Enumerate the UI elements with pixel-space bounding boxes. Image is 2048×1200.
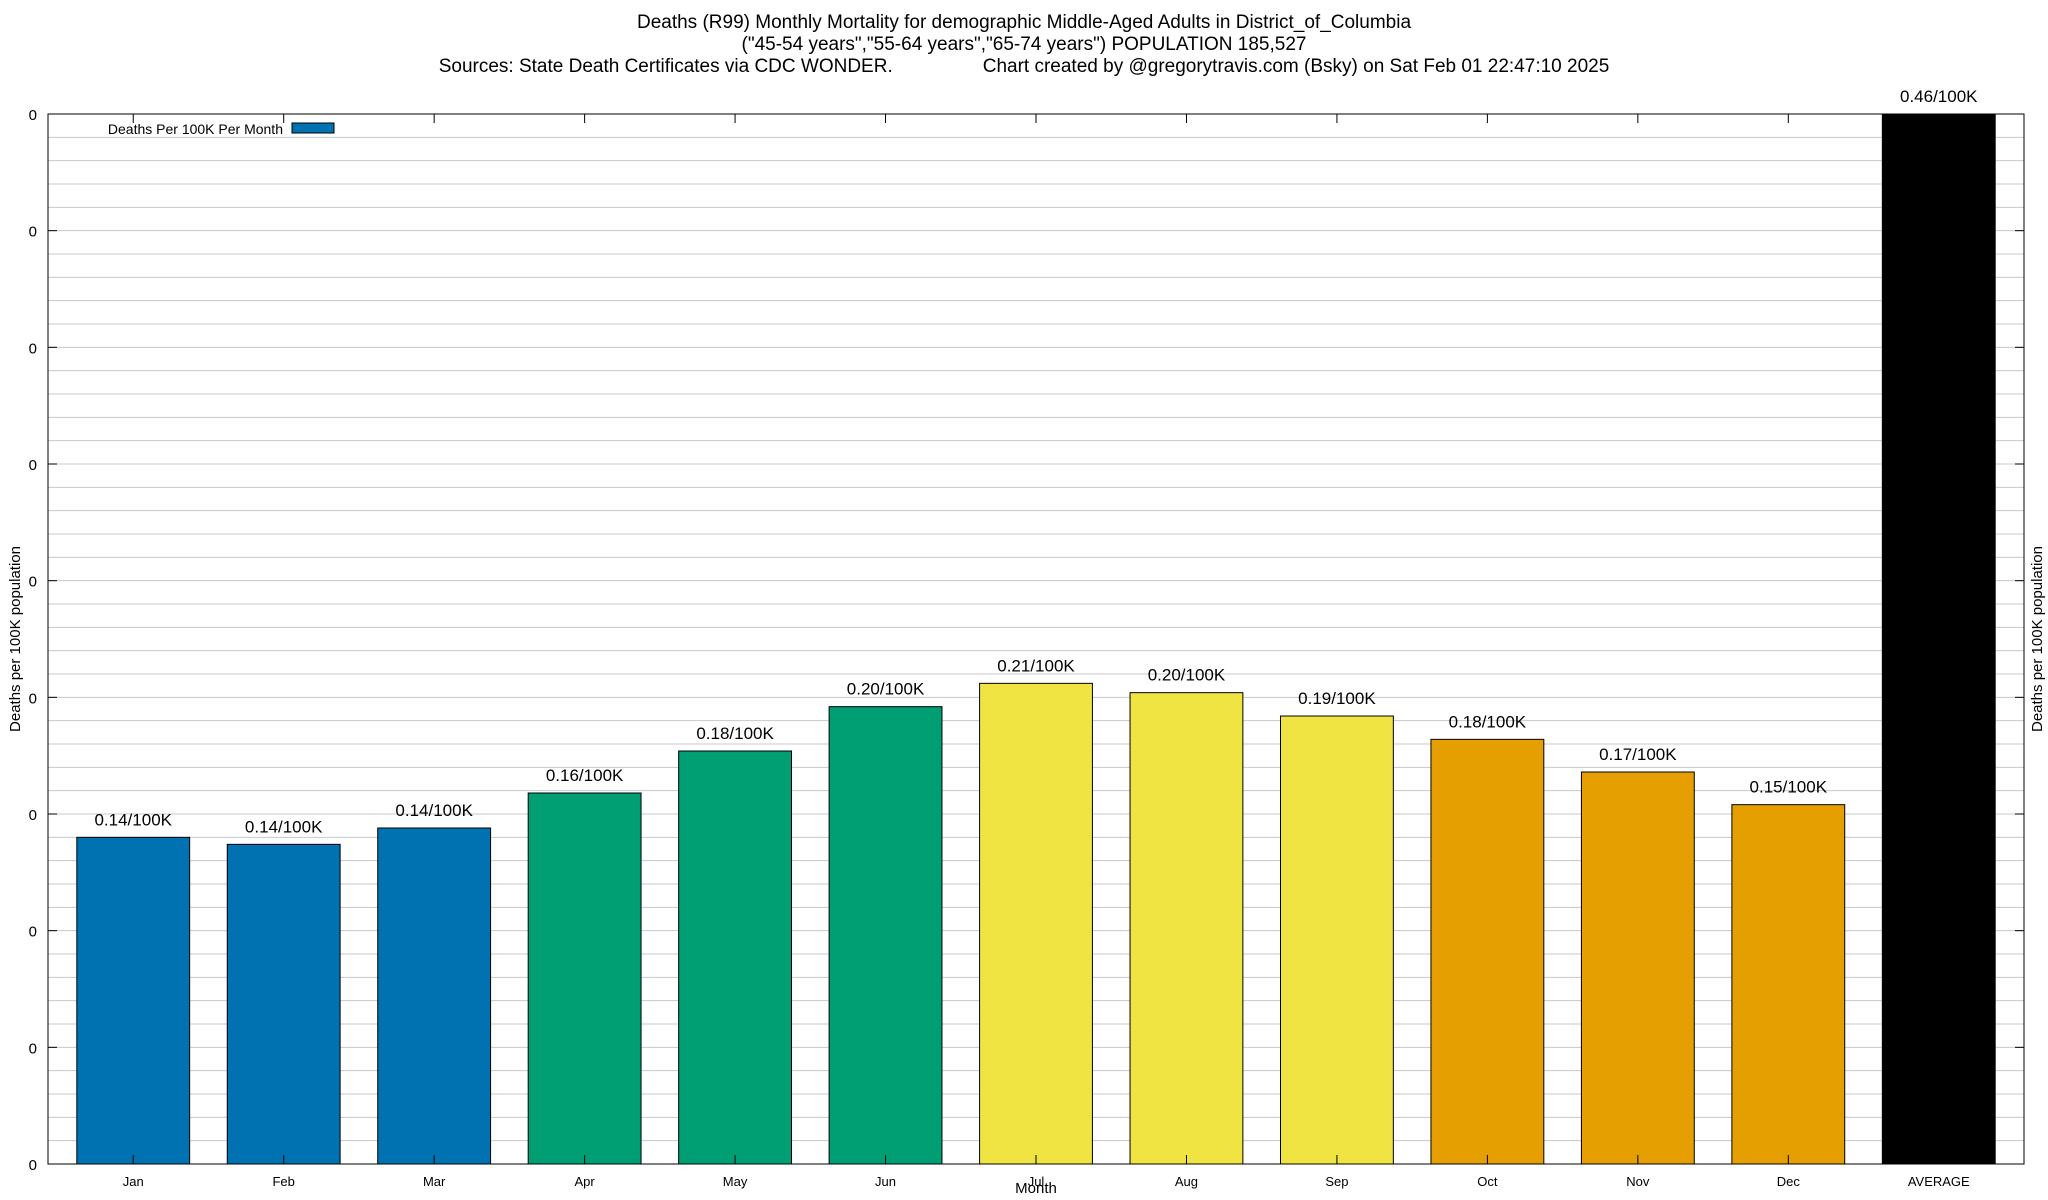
bar <box>1580 771 1695 1165</box>
bar-value-label: 0.16/100K <box>546 766 624 785</box>
x-tick-label: Nov <box>1626 1174 1650 1189</box>
bars <box>76 113 1996 1165</box>
bar-value-label: 0.14/100K <box>395 801 473 820</box>
bar-value-label: 0.20/100K <box>1148 666 1226 685</box>
bar <box>979 682 1093 1165</box>
x-tick-label: Oct <box>1477 1174 1498 1189</box>
legend-swatch <box>291 122 335 134</box>
y-tick-label: 0 <box>29 690 37 707</box>
chart-header: Deaths (R99) Monthly Mortality for demog… <box>0 12 2048 78</box>
y-tick-label: 0 <box>29 457 37 474</box>
bar <box>1731 804 1846 1165</box>
axes: 0 0 0 0 0 0 0 0 0 0 Jan Feb Mar Apr May Jun Jul Aug Sep Oct… <box>29 107 2024 1189</box>
bar-value-label: 0.18/100K <box>696 724 774 743</box>
x-tick-label: May <box>723 1174 748 1189</box>
bar <box>828 706 943 1165</box>
bar <box>1430 738 1545 1165</box>
chart-title: Deaths (R99) Monthly Mortality for demog… <box>636 12 1412 33</box>
chart-source-line: Sources: State Death Certificates via CD… <box>0 56 2048 78</box>
y-tick-label: 0 <box>29 807 37 824</box>
bar-value-label: 0.21/100K <box>997 656 1075 675</box>
bar-value-label: 0.14/100K <box>94 810 172 829</box>
plot-frame <box>47 113 2025 1165</box>
x-tick-label: Aug <box>1175 1174 1198 1189</box>
bar <box>226 843 341 1165</box>
x-tick-label: Sep <box>1325 1174 1348 1189</box>
bar-value-label: 0.15/100K <box>1750 778 1828 797</box>
x-tick-label: Jul <box>1028 1174 1045 1189</box>
y-axis-title-left: Deaths per 100K population <box>7 546 24 732</box>
legend: Deaths Per 100K Per Month <box>108 121 335 137</box>
x-tick-label: Apr <box>574 1174 595 1189</box>
bar-value-label: 0.46/100K <box>1900 87 1978 106</box>
bar-value-label: 0.20/100K <box>847 680 925 699</box>
y-tick-label: 0 <box>29 107 37 124</box>
y-tick-label: 0 <box>29 1157 37 1174</box>
y-tick-label: 0 <box>29 1040 37 1057</box>
bar <box>1129 692 1244 1165</box>
x-tick-label: Feb <box>272 1174 294 1189</box>
y-tick-label: 0 <box>29 340 37 357</box>
y-tick-label: 0 <box>29 924 37 941</box>
chart-credit: Chart created by @gregorytravis.com (Bsk… <box>982 56 1610 77</box>
bar-value-label: 0.19/100K <box>1298 689 1376 708</box>
x-tick-label: AVERAGE <box>1908 1174 1970 1189</box>
bar <box>377 827 492 1165</box>
bar-value-label: 0.14/100K <box>245 817 323 836</box>
legend-label: Deaths Per 100K Per Month <box>108 121 283 137</box>
bar-value-label: 0.17/100K <box>1599 745 1677 764</box>
bar <box>76 836 191 1165</box>
bar <box>1881 113 1996 1165</box>
x-tick-label: Jun <box>875 1174 896 1189</box>
x-tick-label: Dec <box>1777 1174 1801 1189</box>
x-axis-title: Month <box>1015 1180 1057 1197</box>
y-axis-title-right: Deaths per 100K population <box>2029 546 2046 732</box>
x-tick-label: Mar <box>423 1174 446 1189</box>
chart-sources: Sources: State Death Certificates via CD… <box>438 56 893 77</box>
x-tick-label: Jan <box>123 1174 144 1189</box>
chart-subtitle: ("45-54 years","55-64 years","65-74 year… <box>741 34 1307 55</box>
bar <box>527 792 642 1165</box>
y-tick-label: 0 <box>29 224 37 241</box>
bar-value-labels: 0.14/100K 0.14/100K 0.14/100K 0.16/100K 0.18… <box>94 87 1978 836</box>
bar-value-label: 0.18/100K <box>1449 712 1527 731</box>
y-tick-label: 0 <box>29 574 37 591</box>
bar <box>678 750 793 1165</box>
bar <box>1280 715 1394 1165</box>
